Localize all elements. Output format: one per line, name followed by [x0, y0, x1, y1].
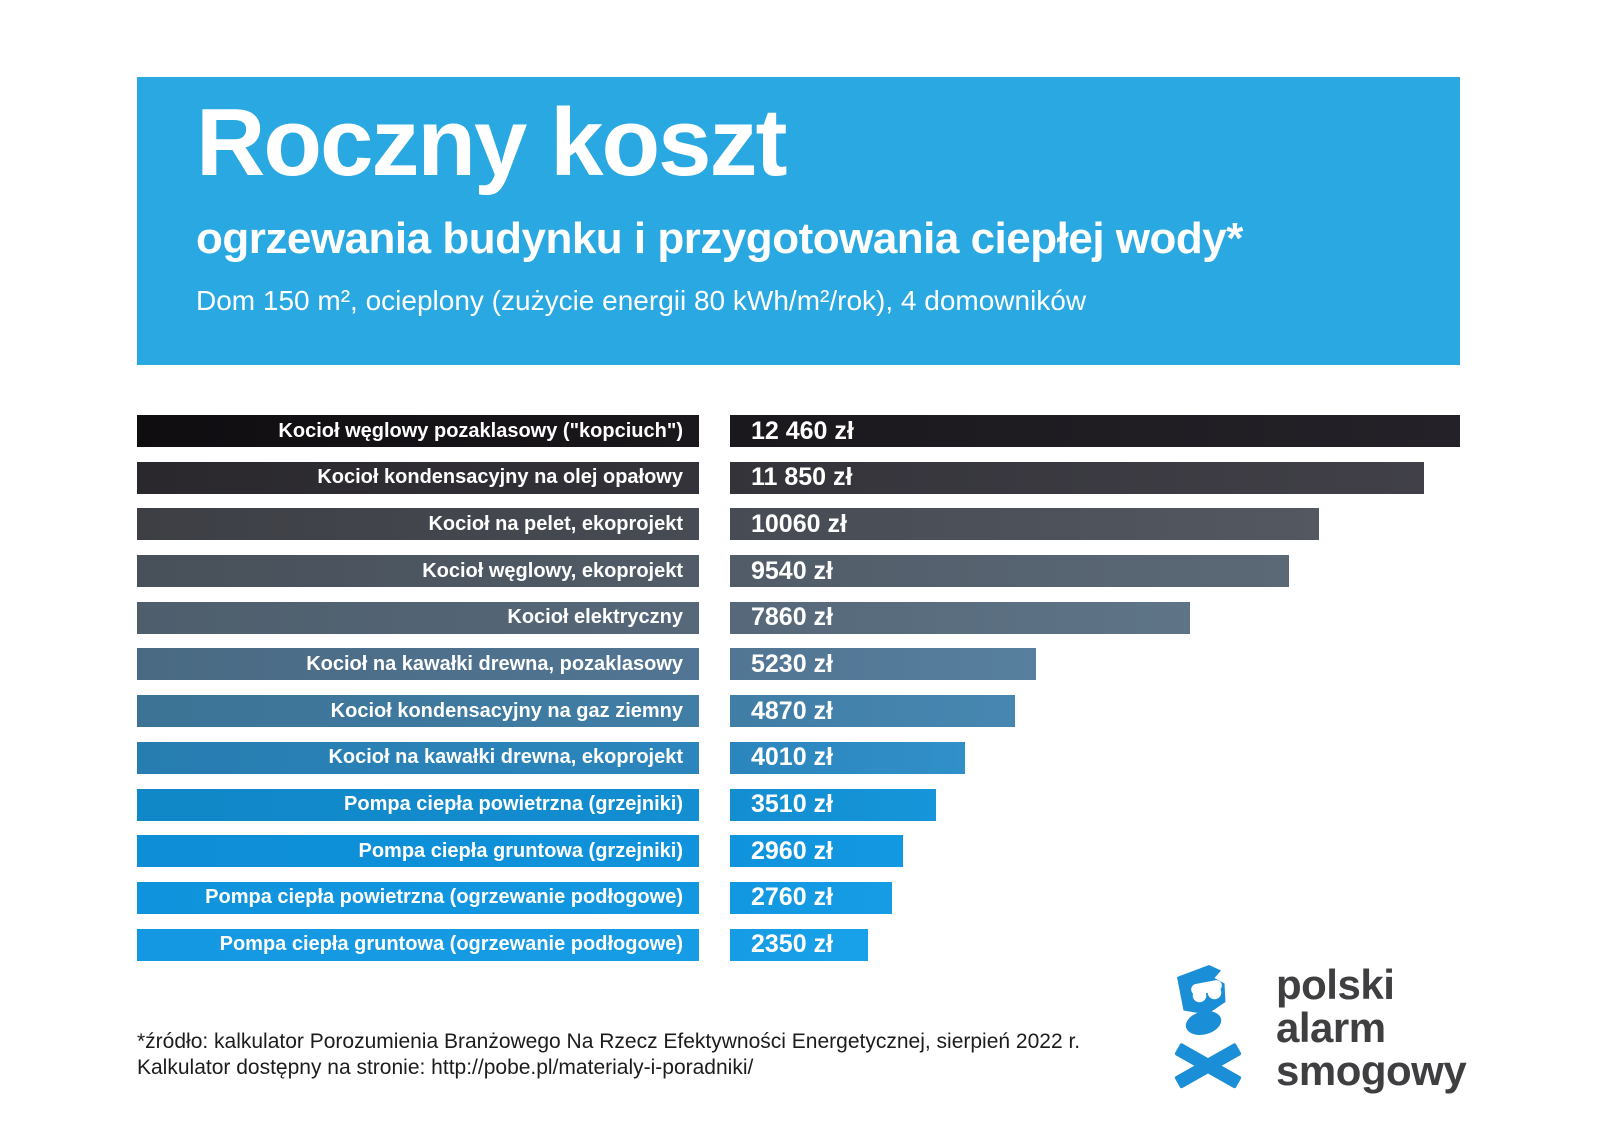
- chart-row: Pompa ciepła powietrzna (ogrzewanie podł…: [137, 881, 1460, 914]
- row-bar: 5230 zł: [730, 648, 1036, 681]
- source-line-2: Kalkulator dostępny na stronie: http://p…: [137, 1056, 754, 1079]
- row-label: Kocioł kondensacyjny na gaz ziemny: [137, 695, 699, 728]
- row-label: Kocioł węglowy, ekoprojekt: [137, 555, 699, 588]
- row-label: Kocioł na pelet, ekoprojekt: [137, 508, 699, 541]
- chart-row: Pompa ciepła powietrzna (grzejniki) 3510 …: [137, 788, 1460, 821]
- row-value: 11 850 zł: [751, 463, 853, 492]
- row-label: Kocioł na kawałki drewna, ekoprojekt: [137, 741, 699, 774]
- skull-gas-mask-crossbones-icon: [1174, 965, 1242, 1089]
- row-label: Kocioł węglowy pozaklasowy ("kopciuch"): [137, 415, 699, 447]
- logo-line: alarm: [1276, 1004, 1386, 1051]
- header-banner: Roczny koszt ogrzewania budynku i przygo…: [137, 77, 1460, 365]
- row-value: 9540 zł: [751, 556, 834, 585]
- chart-row: Kocioł na pelet, ekoprojekt 10060 zł: [137, 508, 1460, 541]
- row-bar: 2350 zł: [730, 928, 868, 961]
- row-label: Pompa ciepła gruntowa (grzejniki): [137, 835, 699, 868]
- chart-row: Kocioł elektryczny 7860 zł: [137, 601, 1460, 634]
- row-value: 5230 zł: [751, 649, 834, 678]
- row-bar: 2960 zł: [730, 835, 903, 868]
- logo-line: polski: [1276, 961, 1395, 1008]
- row-bar: 4870 zł: [730, 695, 1015, 728]
- row-value: 2350 zł: [751, 930, 834, 959]
- row-value: 2960 zł: [751, 836, 834, 865]
- chart-row: Kocioł na kawałki drewna, ekoprojekt 4010…: [137, 741, 1460, 774]
- row-bar: 9540 zł: [730, 555, 1289, 588]
- logo: polski alarm smogowy: [1174, 961, 1467, 1094]
- row-bar: 12 460 zł: [730, 415, 1460, 447]
- row-value: 7860 zł: [751, 603, 834, 632]
- row-bar: 7860 zł: [730, 601, 1190, 634]
- logo-line: smogowy: [1276, 1047, 1467, 1094]
- chart-row: Kocioł kondensacyjny na olej opałowy 11 8…: [137, 461, 1460, 494]
- row-bar: 4010 zł: [730, 741, 965, 774]
- row-bar: 2760 zł: [730, 881, 892, 914]
- chart-row: Kocioł na kawałki drewna, pozaklasowy 523…: [137, 648, 1460, 681]
- row-label: Kocioł kondensacyjny na olej opałowy: [137, 461, 699, 494]
- chart-row: Kocioł kondensacyjny na gaz ziemny 4870 z…: [137, 695, 1460, 728]
- chart-row: Pompa ciepła gruntowa (grzejniki) 2960 zł: [137, 835, 1460, 868]
- row-label: Pompa ciepła gruntowa (ogrzewanie podłog…: [137, 928, 699, 961]
- row-label: Pompa ciepła powietrzna (ogrzewanie podł…: [137, 881, 699, 914]
- row-value: 4870 zł: [751, 696, 834, 725]
- row-bar: 10060 zł: [730, 508, 1319, 541]
- assumptions-note: Dom 150 m², ocieplony (zużycie energii 8…: [196, 284, 1087, 316]
- row-bar: 11 850 zł: [730, 461, 1424, 494]
- row-label: Kocioł na kawałki drewna, pozaklasowy: [137, 648, 699, 681]
- row-value: 12 460 zł: [751, 416, 854, 445]
- row-value: 10060 zł: [751, 509, 847, 538]
- chart-row: Kocioł węglowy pozaklasowy ("kopciuch") 1…: [137, 415, 1460, 447]
- row-value: 3510 zł: [751, 790, 834, 818]
- row-value: 2760 zł: [751, 883, 834, 912]
- source-line-1: *źródło: kalkulator Porozumienia Branżow…: [137, 1030, 1081, 1053]
- page-subtitle: ogrzewania budynku i przygotowania ciepł…: [196, 213, 1243, 263]
- bar-chart: Kocioł węglowy pozaklasowy ("kopciuch") 1…: [137, 415, 1460, 975]
- chart-row: Pompa ciepła gruntowa (ogrzewanie podłog…: [137, 928, 1460, 961]
- row-label: Kocioł elektryczny: [137, 601, 699, 634]
- source-note: *źródło: kalkulator Porozumienia Branżow…: [137, 1029, 1080, 1081]
- row-label: Pompa ciepła powietrzna (grzejniki): [137, 788, 699, 821]
- chart-row: Kocioł węglowy, ekoprojekt 9540 zł: [137, 555, 1460, 588]
- row-bar: 3510 zł: [730, 788, 936, 821]
- row-value: 4010 zł: [751, 743, 834, 772]
- logo-text: polski alarm smogowy: [1276, 961, 1467, 1094]
- page-title: Roczny koszt: [196, 89, 787, 196]
